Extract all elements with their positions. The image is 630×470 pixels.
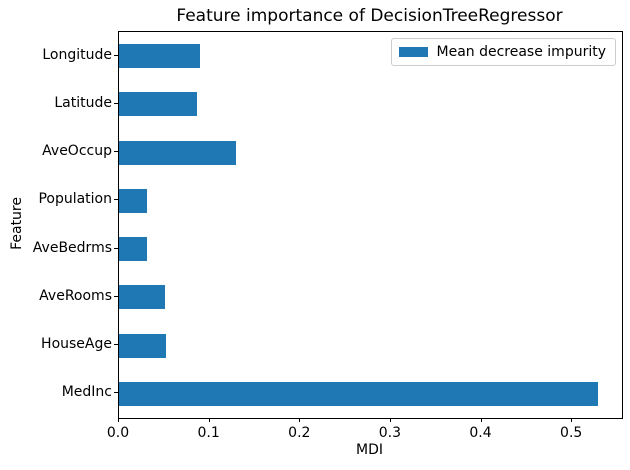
legend-label: Mean decrease impurity bbox=[436, 44, 607, 60]
x-tick-label: 0.3 bbox=[378, 425, 402, 441]
y-tick-mark bbox=[114, 151, 118, 153]
y-tick-label: Population bbox=[38, 191, 112, 208]
y-tick-label: Latitude bbox=[54, 94, 112, 111]
plot-area: Mean decrease impurity bbox=[118, 31, 623, 419]
x-tick-label: 0.2 bbox=[288, 425, 311, 441]
x-axis-label: MDI bbox=[356, 442, 383, 458]
y-tick-labels: Longitude Latitude AveOccup Population AveBe… bbox=[0, 31, 112, 417]
x-tick-mark bbox=[571, 418, 573, 422]
chart-title: Feature importance of DecisionTreeRegres… bbox=[176, 6, 563, 26]
x-axis: 0.0 0.1 0.2 0.3 0.4 0.5 bbox=[107, 418, 621, 442]
y-tick-label: AveOccup bbox=[42, 143, 112, 160]
bar bbox=[119, 285, 166, 310]
x-tick-label: 0.1 bbox=[197, 425, 220, 441]
x-tick-label: 0.0 bbox=[106, 425, 130, 441]
bar bbox=[119, 188, 148, 213]
x-tick-label: 0.5 bbox=[560, 425, 583, 441]
bar bbox=[119, 44, 200, 69]
bars-layer bbox=[119, 32, 622, 418]
x-tick-mark bbox=[299, 418, 301, 422]
y-tick-label: AveBedrms bbox=[32, 239, 112, 256]
y-tick-mark bbox=[114, 392, 118, 394]
bar bbox=[119, 92, 197, 117]
bar bbox=[119, 237, 148, 262]
y-tick-label: Longitude bbox=[42, 46, 112, 63]
y-tick-label: AveRooms bbox=[39, 287, 112, 304]
y-tick-mark bbox=[114, 199, 118, 201]
bar bbox=[119, 140, 236, 165]
y-axis-label: Feature bbox=[9, 197, 25, 250]
x-tick-mark bbox=[118, 418, 119, 422]
y-tick-mark bbox=[114, 344, 118, 346]
y-tick-mark bbox=[114, 247, 118, 249]
y-tick-mark bbox=[114, 295, 118, 297]
y-tick-mark bbox=[114, 102, 118, 104]
x-tick-mark bbox=[389, 418, 391, 422]
y-tick-label: HouseAge bbox=[41, 336, 112, 353]
bar bbox=[119, 381, 599, 406]
x-tick-mark bbox=[480, 418, 482, 422]
bar bbox=[119, 333, 167, 358]
legend-swatch-icon bbox=[398, 47, 428, 57]
legend: Mean decrease impurity bbox=[390, 38, 616, 66]
y-tick-label: MedInc bbox=[61, 384, 112, 401]
x-tick-label: 0.4 bbox=[469, 425, 492, 441]
x-tick-mark bbox=[208, 418, 210, 422]
y-tick-mark bbox=[114, 54, 118, 56]
